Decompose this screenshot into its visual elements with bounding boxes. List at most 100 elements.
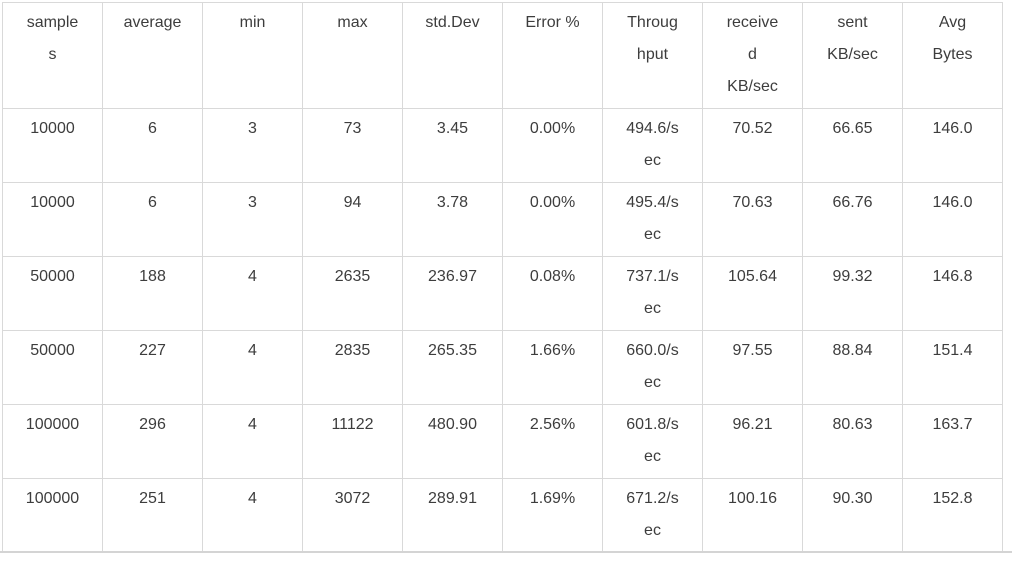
column-header-label: Error % <box>525 14 580 31</box>
column-header-received-kb: received KB/sec <box>702 2 803 109</box>
cell-value: 1.69% <box>529 490 576 507</box>
cell-sent-kb: 66.76 <box>802 182 903 257</box>
cell-sent-kb: 99.32 <box>802 256 903 331</box>
cell-value: 296 <box>139 416 166 433</box>
cell-value: 227 <box>139 342 166 359</box>
header-row: samples average min max std.Dev Error % Throug… <box>2 2 1003 109</box>
cell-value: 94 <box>343 194 362 211</box>
column-header-average: average <box>102 2 203 109</box>
cell-value: 50000 <box>30 342 75 359</box>
table-row: 100000 296 4 11122 480.90 2.56% 601.8/sec 96.21… <box>2 404 1003 479</box>
cell-value: 105.64 <box>728 268 777 285</box>
cell-avg-bytes: 152.8 <box>902 478 1003 553</box>
cell-value: 601.8/sec <box>626 416 679 465</box>
table-body: 10000 6 3 73 3.45 0.00% 494.6/sec 70.52 66.65 146… <box>2 108 1003 553</box>
column-header-max: max <box>302 2 403 109</box>
cell-value: 10000 <box>30 120 75 137</box>
cell-error-pct: 0.00% <box>502 108 603 183</box>
cell-min: 3 <box>202 108 303 183</box>
cell-value: 188 <box>139 268 166 285</box>
cell-received-kb: 70.63 <box>702 182 803 257</box>
column-header-label: received KB/sec <box>726 14 779 95</box>
cell-received-kb: 105.64 <box>702 256 803 331</box>
cell-value: 152.8 <box>932 490 973 507</box>
cell-value: 99.32 <box>832 268 873 285</box>
cell-error-pct: 0.08% <box>502 256 603 331</box>
cell-value: 251 <box>139 490 166 507</box>
cell-received-kb: 70.52 <box>702 108 803 183</box>
cell-value: 480.90 <box>428 416 477 433</box>
cell-value: 3072 <box>334 490 371 507</box>
cell-value: 6 <box>148 194 157 211</box>
cell-samples: 50000 <box>2 330 103 405</box>
cell-value: 1.66% <box>529 342 576 359</box>
cell-value: 66.65 <box>832 120 873 137</box>
cell-value: 73 <box>343 120 362 137</box>
cell-value: 146.8 <box>932 268 973 285</box>
cell-average: 6 <box>102 182 203 257</box>
summary-report-table: samples average min max std.Dev Error % Throug… <box>2 2 1003 553</box>
cell-value: 100000 <box>25 490 80 507</box>
cell-value: 0.08% <box>529 268 576 285</box>
cell-min: 4 <box>202 478 303 553</box>
table-row: 10000 6 3 94 3.78 0.00% 495.4/sec 70.63 66.76 146… <box>2 182 1003 257</box>
cell-std-dev: 265.35 <box>402 330 503 405</box>
cell-avg-bytes: 163.7 <box>902 404 1003 479</box>
cell-avg-bytes: 146.0 <box>902 182 1003 257</box>
cell-throughput: 601.8/sec <box>602 404 703 479</box>
cell-received-kb: 97.55 <box>702 330 803 405</box>
cell-value: 4 <box>248 342 257 359</box>
cell-value: 11122 <box>331 416 374 433</box>
cell-throughput: 737.1/sec <box>602 256 703 331</box>
cell-value: 10000 <box>30 194 75 211</box>
column-header-label: min <box>239 14 266 31</box>
cell-error-pct: 1.66% <box>502 330 603 405</box>
column-header-label: samples <box>26 14 79 63</box>
cell-value: 50000 <box>30 268 75 285</box>
cell-max: 94 <box>302 182 403 257</box>
cell-avg-bytes: 146.0 <box>902 108 1003 183</box>
cell-value: 163.7 <box>932 416 973 433</box>
cell-sent-kb: 80.63 <box>802 404 903 479</box>
cell-max: 2835 <box>302 330 403 405</box>
cell-max: 2635 <box>302 256 403 331</box>
cell-value: 6 <box>148 120 157 137</box>
cell-std-dev: 480.90 <box>402 404 503 479</box>
cell-min: 3 <box>202 182 303 257</box>
cell-value: 146.0 <box>932 120 973 137</box>
cell-value: 4 <box>248 268 257 285</box>
cell-min: 4 <box>202 256 303 331</box>
cell-value: 265.35 <box>428 342 477 359</box>
cell-max: 3072 <box>302 478 403 553</box>
cell-value: 66.76 <box>832 194 873 211</box>
cell-value: 96.21 <box>732 416 773 433</box>
cell-std-dev: 236.97 <box>402 256 503 331</box>
column-header-sent-kb: sent KB/sec <box>802 2 903 109</box>
cell-value: 90.30 <box>832 490 873 507</box>
column-header-label: sent KB/sec <box>827 14 878 63</box>
cell-value: 737.1/sec <box>626 268 679 317</box>
cell-average: 188 <box>102 256 203 331</box>
column-header-min: min <box>202 2 303 109</box>
table-header: samples average min max std.Dev Error % Throug… <box>2 2 1003 109</box>
cell-sent-kb: 88.84 <box>802 330 903 405</box>
cell-throughput: 671.2/sec <box>602 478 703 553</box>
cell-value: 289.91 <box>428 490 477 507</box>
column-header-label: Throughput <box>627 14 678 63</box>
cell-max: 11122 <box>302 404 403 479</box>
cell-std-dev: 3.45 <box>402 108 503 183</box>
cell-value: 151.4 <box>932 342 973 359</box>
cell-value: 660.0/sec <box>626 342 679 391</box>
cell-value: 70.52 <box>732 120 773 137</box>
cell-average: 251 <box>102 478 203 553</box>
cell-value: 100000 <box>25 416 80 433</box>
cell-value: 80.63 <box>832 416 873 433</box>
cell-error-pct: 1.69% <box>502 478 603 553</box>
cell-average: 6 <box>102 108 203 183</box>
cell-value: 97.55 <box>732 342 773 359</box>
cell-value: 0.00% <box>529 194 576 211</box>
cell-std-dev: 3.78 <box>402 182 503 257</box>
cell-value: 0.00% <box>529 120 576 137</box>
cell-samples: 50000 <box>2 256 103 331</box>
